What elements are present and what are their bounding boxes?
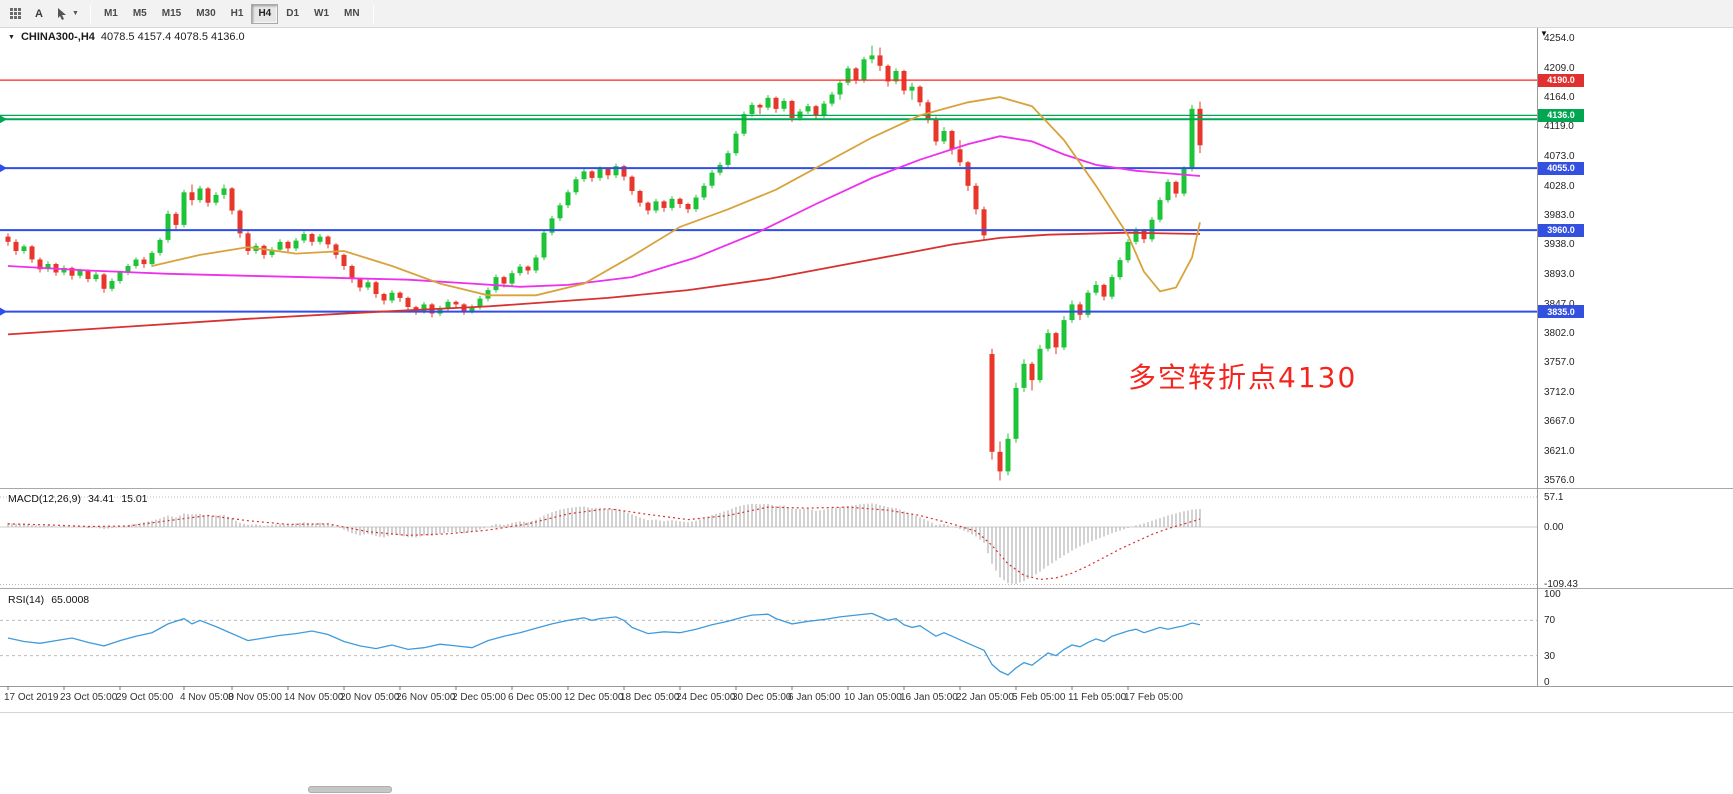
rsi-panel-layer — [0, 612, 1537, 676]
text-tool-label: A — [35, 7, 43, 20]
axis-corner-icon: ▼ — [1540, 29, 1548, 38]
candles-layer — [5, 45, 1203, 481]
macd-value-main: 34.41 — [87, 493, 115, 505]
time-axis-label: 26 Nov 05:00 — [396, 692, 456, 703]
time-axis-label: 29 Oct 05:00 — [116, 692, 174, 703]
rsi-axis-tick: 30 — [1544, 650, 1556, 662]
time-axis-label: 23 Oct 05:00 — [60, 692, 118, 703]
text-tool-button[interactable]: A — [27, 3, 51, 25]
price-axis-tick: 3983.0 — [1544, 210, 1575, 222]
timeframe-M15[interactable]: M15 — [161, 8, 182, 19]
price-badge-4190.0: 4190.0 — [1538, 73, 1584, 87]
timeframe-D1[interactable]: D1 — [286, 8, 300, 19]
timeframe-H1[interactable]: H1 — [230, 8, 244, 19]
quote-header: ▼ CHINA300-,H4 4078.5 4157.4 4078.5 4136… — [8, 31, 245, 43]
time-axis-label: 6 Jan 05:00 — [788, 692, 841, 703]
toolbar-separator — [372, 4, 374, 23]
chart-text-annotation[interactable]: 多空转折点4130 — [1128, 361, 1358, 394]
time-axis-label: 8 Nov 05:00 — [228, 692, 282, 703]
time-axis-label: 18 Dec 05:00 — [620, 692, 680, 703]
rsi-axis-tick: 70 — [1544, 615, 1556, 627]
horizontal-scrollbar-thumb[interactable] — [308, 786, 392, 793]
time-axis-label: 20 Nov 05:00 — [340, 692, 400, 703]
toolbar-separator — [89, 4, 91, 23]
price-axis-tick: 4164.0 — [1544, 92, 1575, 104]
price-axis-tick: 3667.0 — [1544, 416, 1575, 428]
price-axis-tick: 3576.0 — [1544, 475, 1575, 487]
price-axis-tick: 3712.0 — [1544, 386, 1575, 398]
toolbar: A ▼ M1 M5 M15 M30 H1 H4 D1 W1 MN — [0, 0, 1733, 28]
price-axis-tick: 4028.0 — [1544, 180, 1575, 192]
time-axis-label: 10 Jan 05:00 — [844, 692, 902, 703]
line-left-marker — [0, 307, 7, 316]
price-axis-tick: 4073.0 — [1544, 151, 1575, 163]
symbol-dropdown-icon[interactable]: ▼ — [8, 33, 15, 41]
time-axis-label: 5 Feb 05:00 — [1012, 692, 1066, 703]
time-axis-label: 30 Dec 05:00 — [732, 692, 792, 703]
time-axis-label: 14 Nov 05:00 — [284, 692, 344, 703]
symbol-period: CHINA300-,H4 — [20, 31, 95, 43]
price-axis-tick: 3802.0 — [1544, 328, 1575, 340]
macd-axis-tick: 57.1 — [1544, 492, 1564, 504]
price-badge-4055.0: 4055.0 — [1538, 161, 1584, 175]
rsi-label-row: RSI(14) 65.0008 — [8, 594, 89, 606]
rsi-axis-tick: 0 — [1544, 677, 1550, 688]
price-axis-tick: 3621.0 — [1544, 446, 1575, 458]
time-axis-label: 24 Dec 05:00 — [676, 692, 736, 703]
macd-axis-tick: 0.00 — [1544, 522, 1564, 533]
price-badge-3835.0: 3835.0 — [1538, 305, 1584, 319]
price-axis[interactable]: 4254.0 4209.0 4164.0 4119.0 4073.0 4028.0 3983… — [1538, 28, 1733, 688]
macd-name: MACD(12,26,9) — [8, 493, 81, 505]
price-axis-tick: 3893.0 — [1544, 268, 1575, 280]
price-axis-tick: 3757.0 — [1544, 357, 1575, 369]
price-axis-tick: 3938.0 — [1544, 239, 1575, 251]
chart-properties-grid-icon[interactable] — [3, 3, 27, 25]
price-axis-tick: 4119.0 — [1544, 121, 1574, 133]
price-badge-4136.0: 4136.0 — [1538, 108, 1584, 122]
quote-ohlc: 4078.5 4157.4 4078.5 4136.0 — [100, 31, 245, 43]
time-axis[interactable]: 17 Oct 2019 23 Oct 05:00 29 Oct 05:00 4 Nov… — [0, 686, 1733, 712]
price-axis-tick: 4254.0 — [1544, 33, 1575, 45]
hline-layer — [0, 79, 1537, 316]
line-studies-button[interactable]: ▼ — [51, 3, 84, 25]
timeframe-M30[interactable]: M30 — [196, 8, 216, 19]
macd-axis-tick: -109.43 — [1544, 579, 1578, 591]
line-left-marker — [0, 164, 7, 173]
time-axis-label: 2 Dec 05:00 — [452, 692, 506, 703]
timeframe-W1[interactable]: W1 — [314, 8, 330, 19]
timeframe-M1[interactable]: M1 — [103, 8, 118, 19]
bottom-strip — [0, 713, 1733, 794]
line-left-marker — [0, 115, 7, 124]
macd-label-row: MACD(12,26,9) 34.41 15.01 — [8, 493, 148, 505]
macd-panel-layer — [0, 496, 1537, 585]
time-axis-label: 22 Jan 05:00 — [956, 692, 1014, 703]
cursor-icon — [58, 8, 66, 20]
rsi-name: RSI(14) — [8, 594, 45, 606]
macd-value-signal: 15.01 — [121, 493, 148, 505]
time-axis-label: 6 Dec 05:00 — [508, 692, 562, 703]
moving-averages-layer — [7, 96, 1201, 336]
timeframe-group: M1 M5 M15 M30 H1 H4 D1 W1 MN — [97, 3, 367, 24]
chevron-down-icon: ▼ — [72, 10, 79, 17]
time-axis-label: 17 Feb 05:00 — [1124, 692, 1183, 703]
rsi-value: 65.0008 — [51, 594, 90, 606]
price-badge-3960.0: 3960.0 — [1538, 223, 1584, 237]
time-axis-label: 11 Feb 05:00 — [1068, 692, 1127, 703]
time-axis-label: 12 Dec 05:00 — [564, 692, 624, 703]
price-axis-tick: 3847.0 — [1544, 299, 1575, 310]
timeframe-MN[interactable]: MN — [344, 8, 360, 19]
time-axis-label: 17 Oct 2019 — [4, 692, 59, 703]
chart-canvas[interactable] — [0, 0, 1733, 714]
time-axis-label: 4 Nov 05:00 — [180, 692, 234, 703]
timeframe-H4[interactable]: H4 — [251, 3, 279, 24]
rsi-axis-tick: 100 — [1544, 589, 1561, 600]
timeframe-M5[interactable]: M5 — [132, 8, 147, 19]
price-axis-tick: 4209.0 — [1544, 62, 1575, 74]
grid-icon — [9, 8, 21, 19]
time-axis-label: 16 Jan 05:00 — [900, 692, 958, 703]
panel-separators — [0, 28, 1733, 713]
